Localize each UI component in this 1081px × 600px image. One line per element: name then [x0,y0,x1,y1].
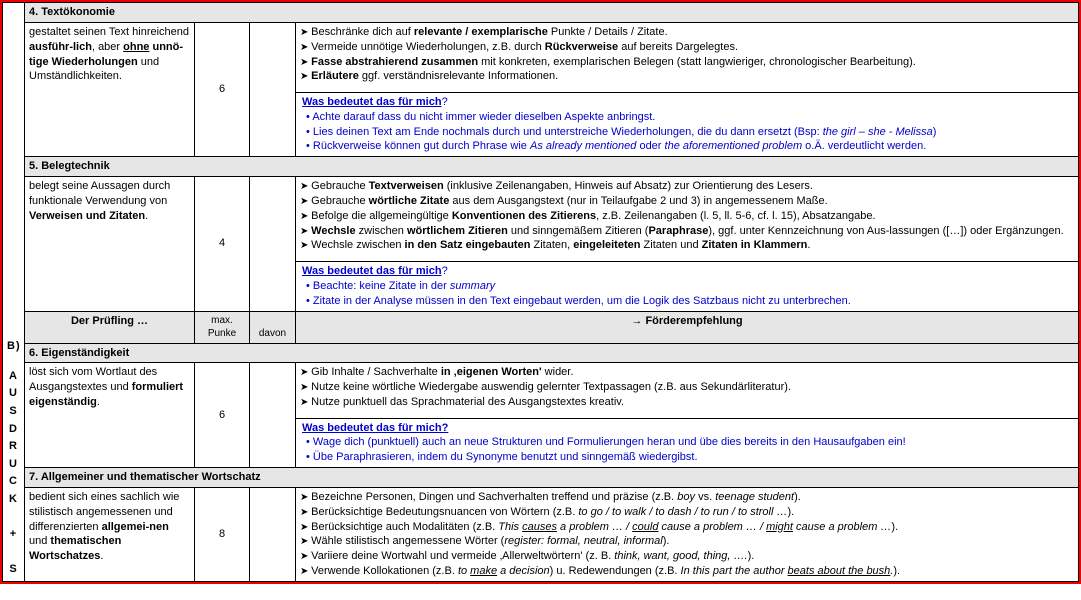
section-6-desc: löst sich vom Wortlaut des Ausgangstexte… [25,363,195,468]
section-7-title: 7. Allgemeiner und thematischer Wortscha… [25,468,1079,488]
header-pruefling: Der Prüfling … [25,311,195,343]
section-5-davon [250,177,296,311]
section-5-hints: Was bedeutet das für mich? Beachte: kein… [296,261,1079,311]
document-frame: B) AUSDRUCK+S 4. Textökonomie gestaltet … [0,0,1081,584]
side-column-b: B) AUSDRUCK+S [3,3,25,582]
section-4-desc: gestaltet seinen Text hinreichend ausfüh… [25,22,195,156]
section-7-davon [250,487,296,581]
section-5-title: 5. Belegtechnik [25,157,1079,177]
section-5-desc: belegt seine Aussagen durch funktionale … [25,177,195,311]
section-4-hints: Was bedeutet das für mich? Achte darauf … [296,92,1079,156]
section-4-davon [250,22,296,156]
section-6-title: 6. Eigenständigkeit [25,343,1079,363]
header-max: max. Punke [195,311,250,343]
section-7-bullets: Bezeichne Personen, Dingen und Sachverha… [296,487,1079,581]
section-5-pts: 4 [195,177,250,311]
section-4-bullets: Beschränke dich auf relevante / exemplar… [296,22,1079,92]
section-6-davon [250,363,296,468]
side-text: AUSDRUCK+S [7,368,20,579]
section-4-pts: 6 [195,22,250,156]
section-7-desc: bedient sich eines sachlich wie stilisti… [25,487,195,581]
rubric-table: B) AUSDRUCK+S 4. Textökonomie gestaltet … [2,2,1079,582]
section-7-pts: 8 [195,487,250,581]
section-6-pts: 6 [195,363,250,468]
section-5-bullets: Gebrauche Textverweisen (inklusive Zeile… [296,177,1079,262]
section-4-title: 4. Textökonomie [25,3,1079,23]
side-letter: B) [7,339,20,354]
header-reco: → Förderempfehlung [296,311,1079,343]
section-6-bullets: Gib Inhalte / Sachverhalte in ‚eigenen W… [296,363,1079,418]
section-6-hints: Was bedeutet das für mich? Wage dich (pu… [296,418,1079,468]
header-davon: davon [250,311,296,343]
